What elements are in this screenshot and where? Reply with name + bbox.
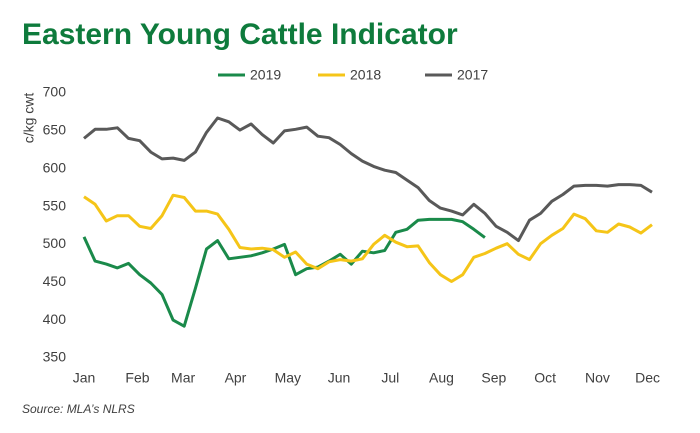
x-tick-label: May (275, 370, 301, 386)
y-tick-label: 550 (43, 197, 67, 213)
series-line (83, 116, 653, 243)
x-tick-label: Jan (73, 370, 96, 386)
y-tick-label: 450 (43, 273, 67, 289)
series-line (82, 217, 486, 328)
y-tick-label: 400 (43, 311, 67, 327)
x-tick-label: Jun (328, 370, 351, 386)
chart-title: Eastern Young Cattle Indicator (22, 18, 458, 51)
x-tick-label: Jul (381, 370, 399, 386)
y-tick-label: 650 (43, 122, 67, 138)
y-tick-label: 350 (43, 349, 67, 365)
x-tick-label: Dec (635, 370, 660, 386)
y-axis-label: c/kg cwt (21, 93, 37, 144)
x-tick-label: Nov (585, 370, 610, 386)
legend-label: 2019 (250, 67, 281, 83)
x-tick-label: Sep (481, 370, 506, 386)
source-note: Source: MLA’s NLRS (22, 402, 135, 416)
x-tick-label: Apr (225, 370, 247, 386)
x-tick-label: Feb (125, 370, 149, 386)
series-line (83, 193, 653, 283)
legend-label: 2017 (457, 67, 488, 83)
y-tick-label: 700 (43, 84, 67, 100)
legend-label: 2018 (350, 67, 381, 83)
x-tick-label: Mar (171, 370, 195, 386)
x-tick-label: Aug (429, 370, 454, 386)
y-tick-label: 600 (43, 159, 67, 175)
y-tick-label: 500 (43, 235, 67, 251)
x-tick-label: Oct (534, 370, 556, 386)
